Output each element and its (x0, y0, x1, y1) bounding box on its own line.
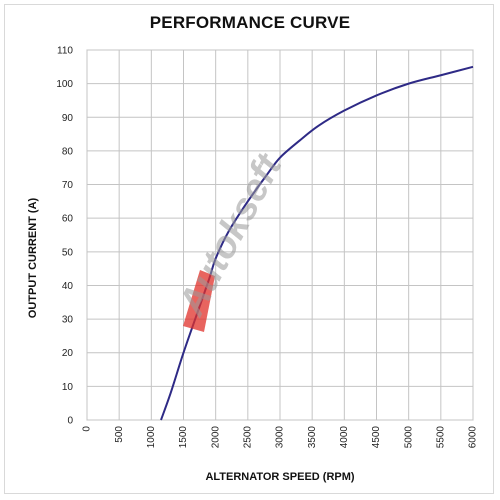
x-tick-label: 2000 (210, 426, 221, 449)
y-tick-label: 110 (57, 46, 73, 57)
y-tick-label: 100 (56, 79, 73, 90)
x-tick-label: 3000 (275, 426, 286, 449)
x-tick-label: 3500 (307, 426, 318, 449)
x-tick-label: 2500 (242, 426, 253, 449)
y-tick-labels: 0 10 20 30 40 50 60 70 80 90 100 110 (56, 46, 73, 427)
y-tick-label: 50 (62, 247, 74, 258)
x-tick-label: 0 (82, 426, 93, 432)
x-tick-label: 5000 (403, 426, 414, 449)
x-tick-label: 6000 (468, 426, 479, 449)
chart-title: PERFORMANCE CURVE (149, 13, 351, 32)
y-tick-label: 20 (62, 348, 74, 359)
x-tick-label: 5500 (435, 426, 446, 449)
x-tick-labels: 0 500 1000 1500 2000 2500 3000 3500 4000 4500 5000… (82, 426, 479, 449)
y-tick-label: 70 (62, 180, 74, 191)
x-axis-label: ALTERNATOR SPEED (RPM) (205, 471, 355, 483)
x-tick-label: 4500 (371, 426, 382, 449)
x-tick-label: 1500 (178, 426, 189, 449)
watermark-logo-mark (183, 270, 215, 332)
x-tick-label: 500 (114, 426, 125, 443)
x-tick-label: 4000 (339, 426, 350, 449)
x-tick-label: 1000 (146, 426, 157, 449)
y-tick-label: 60 (62, 214, 74, 225)
y-tick-label: 30 (62, 315, 74, 326)
y-tick-label: 80 (62, 146, 74, 157)
y-tick-label: 0 (67, 416, 73, 427)
y-tick-label: 10 (62, 382, 74, 393)
y-tick-label: 90 (62, 113, 74, 124)
y-tick-label: 40 (62, 281, 74, 292)
grid-lines (86, 49, 474, 421)
